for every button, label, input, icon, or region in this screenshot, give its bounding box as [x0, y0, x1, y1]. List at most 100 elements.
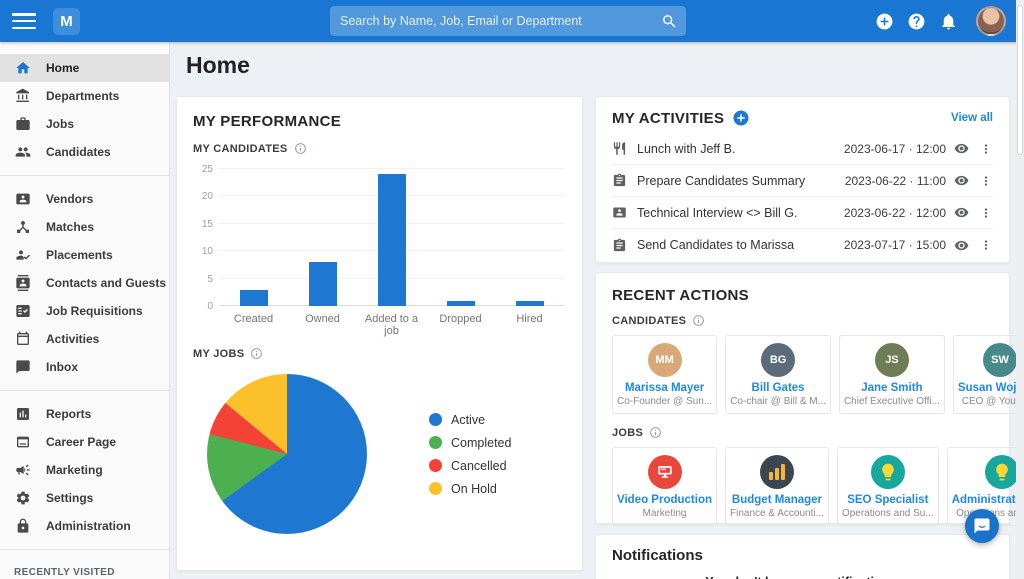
activity-row[interactable]: Lunch with Jeff B. 2023-06-17 · 12:00	[612, 133, 993, 165]
notifications-title: Notifications	[612, 547, 703, 564]
chat-launcher-button[interactable]	[965, 509, 999, 543]
job-title-link[interactable]: SEO Specialist	[847, 494, 929, 506]
job-card[interactable]: Budget Manager Finance & Accounti...	[725, 447, 829, 526]
jobs-label: JOBS	[612, 426, 644, 439]
sidebar-item-settings[interactable]: Settings	[0, 484, 169, 512]
search-icon[interactable]	[661, 13, 678, 30]
scrollbar-thumb[interactable]	[1017, 5, 1023, 155]
main-content: Home MY PERFORMANCE MY CANDIDATES 0 5 10 15…	[170, 42, 1024, 579]
sidebar-item-reports[interactable]: Reports	[0, 400, 169, 428]
sidebar-item-label: Career Page	[46, 435, 117, 449]
legend-dot	[429, 436, 442, 449]
candidate-name-link[interactable]: Bill Gates	[751, 382, 805, 394]
activities-title: MY ACTIVITIES	[612, 109, 725, 127]
sidebar-item-label: Contacts and Guests	[46, 276, 167, 290]
sidebar-item-placements[interactable]: Placements	[0, 241, 169, 269]
legend-dot	[429, 482, 442, 495]
add-activity-icon[interactable]	[732, 109, 750, 127]
chat-icon	[14, 358, 32, 376]
sidebar-item-jobs[interactable]: Jobs	[0, 110, 169, 138]
my-candidates-label: MY CANDIDATES	[193, 142, 288, 155]
sidebar-item-departments[interactable]: Departments	[0, 82, 169, 110]
coins-icon	[768, 464, 785, 480]
info-icon[interactable]	[692, 314, 705, 327]
add-icon[interactable]	[875, 12, 894, 31]
activity-datetime: 2023-07-17 · 15:00	[843, 238, 946, 252]
view-eye-icon[interactable]	[954, 238, 969, 253]
legend-label: Active	[451, 412, 486, 427]
info-icon[interactable]	[649, 426, 662, 439]
job-title-link[interactable]: Video Production	[617, 494, 712, 506]
view-eye-icon[interactable]	[954, 205, 969, 220]
recent-actions-card: RECENT ACTIONS CANDIDATES MM Marissa Maye…	[595, 272, 1024, 526]
user-avatar[interactable]	[976, 6, 1006, 36]
sidebar-item-career-page[interactable]: Career Page	[0, 428, 169, 456]
menu-icon[interactable]	[12, 13, 36, 29]
candidate-avatar: BG	[761, 343, 796, 377]
more-options-icon[interactable]	[979, 205, 993, 221]
sidebar-item-marketing[interactable]: Marketing	[0, 456, 169, 484]
candidates-label: CANDIDATES	[612, 314, 687, 327]
info-icon[interactable]	[250, 347, 263, 360]
legend-item-cancelled[interactable]: Cancelled	[429, 459, 511, 473]
view-all-link[interactable]: View all	[951, 112, 993, 124]
candidate-card[interactable]: BG Bill Gates Co-chair @ Bill & M...	[725, 335, 831, 414]
sidebar-item-activities[interactable]: Activities	[0, 325, 169, 353]
performance-title: MY PERFORMANCE	[193, 113, 342, 130]
sidebar-item-candidates[interactable]: Candidates	[0, 138, 169, 166]
more-options-icon[interactable]	[979, 141, 993, 157]
job-title-link[interactable]: Budget Manager	[731, 494, 823, 506]
candidate-card[interactable]: SW Susan Wojcicki CEO @ YouTube	[952, 335, 1024, 414]
sidebar-item-job-requisitions[interactable]: Job Requisitions	[0, 297, 169, 325]
search-input[interactable]	[340, 14, 661, 28]
job-card[interactable]: Video Production Marketing	[612, 447, 717, 526]
candidate-name-link[interactable]: Marissa Mayer	[624, 382, 705, 394]
scrollbar-track[interactable]	[1016, 0, 1024, 579]
legend-dot	[429, 413, 442, 426]
sidebar-item-label: Placements	[46, 248, 113, 262]
activity-row[interactable]: Technical Interview <> Bill G. 2023-06-22…	[612, 197, 993, 229]
video-icon	[647, 455, 682, 489]
more-options-icon[interactable]	[979, 237, 993, 253]
candidate-card[interactable]: MM Marissa Mayer Co-Founder @ Sun...	[612, 335, 718, 414]
activity-row[interactable]: Send Candidates to Marissa 2023-07-17 · 1…	[612, 229, 993, 261]
more-options-icon[interactable]	[979, 173, 993, 189]
info-icon[interactable]	[294, 142, 307, 155]
sidebar-item-label: Candidates	[46, 145, 111, 159]
sidebar-item-label: Inbox	[46, 360, 78, 374]
activity-row[interactable]: Prepare Candidates Summary 2023-06-22 · 1…	[612, 165, 993, 197]
sidebar-item-matches[interactable]: Matches	[0, 213, 169, 241]
view-eye-icon[interactable]	[954, 141, 969, 156]
legend-item-active[interactable]: Active	[429, 413, 511, 427]
sidebar-divider	[0, 549, 169, 550]
sidebar-item-home[interactable]: Home	[0, 54, 169, 82]
pie-graphic	[207, 374, 367, 534]
notifications-bell-icon[interactable]	[939, 12, 958, 31]
factcheck-icon	[14, 302, 32, 320]
candidate-avatar: MM	[647, 343, 682, 377]
job-title-link[interactable]: Administrative A...	[951, 494, 1024, 506]
legend-item-on-hold[interactable]: On Hold	[429, 482, 511, 496]
help-icon[interactable]	[907, 12, 926, 31]
sidebar-item-label: Home	[46, 61, 80, 75]
view-eye-icon[interactable]	[954, 173, 969, 188]
sidebar-divider	[0, 390, 169, 391]
legend-label: On Hold	[451, 481, 497, 496]
app-logo[interactable]: M	[53, 7, 80, 35]
sidebar-item-administration[interactable]: Administration	[0, 512, 169, 540]
interview-icon	[612, 205, 627, 220]
candidate-name-link[interactable]: Susan Wojcicki	[957, 382, 1024, 394]
legend-item-completed[interactable]: Completed	[429, 436, 511, 450]
bank-icon	[14, 87, 32, 105]
candidate-card[interactable]: JS Jane Smith Chief Executive Offi...	[838, 335, 945, 414]
task-icon	[612, 173, 627, 188]
bulb-icon	[870, 455, 905, 489]
candidate-name-link[interactable]: Jane Smith	[861, 382, 923, 394]
job-card[interactable]: SEO Specialist Operations and Su...	[836, 447, 939, 526]
activity-title: Prepare Candidates Summary	[637, 173, 806, 188]
sidebar-item-inbox[interactable]: Inbox	[0, 353, 169, 381]
sidebar-item-contacts-and-guests[interactable]: Contacts and Guests	[0, 269, 169, 297]
sidebar-item-vendors[interactable]: Vendors	[0, 185, 169, 213]
top-bar: M	[0, 0, 1024, 42]
candidate-subtitle: Chief Executive Offi...	[843, 396, 940, 407]
